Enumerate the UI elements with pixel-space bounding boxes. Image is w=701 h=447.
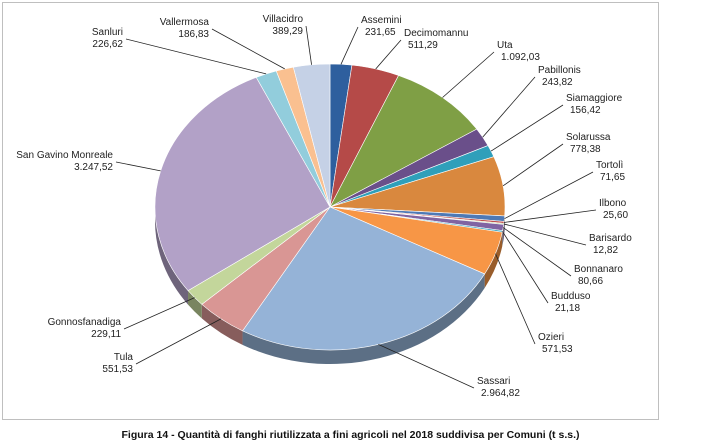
leader-line-14 — [123, 297, 195, 330]
slice-name-label: Sassari — [477, 376, 510, 387]
leader-line-4 — [490, 104, 564, 152]
leader-line-11 — [495, 253, 536, 345]
slice-name-label: Decimomannu — [404, 28, 468, 39]
slice-value-label: 231,65 — [365, 27, 396, 38]
slice-value-label: 80,66 — [578, 276, 603, 287]
leader-line-6 — [504, 171, 594, 220]
slice-value-label: 3.247,52 — [74, 162, 113, 173]
slice-name-label: Pabillonis — [538, 65, 581, 76]
leader-lines — [115, 25, 597, 389]
pie-slices — [154, 63, 506, 351]
slice-name-label: Budduso — [551, 291, 591, 302]
slice-12 — [242, 206, 486, 351]
leader-line-7 — [503, 209, 597, 223]
slice-name-label: Ilbono — [599, 198, 627, 209]
leader-line-17 — [211, 28, 285, 70]
slice-side-14 — [188, 290, 202, 319]
slice-value-label: 551,53 — [102, 364, 133, 375]
leader-line-16 — [125, 38, 267, 75]
slice-name-label: Villacidro — [263, 14, 304, 25]
slice-value-label: 1.092,03 — [501, 52, 540, 63]
leader-line-3 — [482, 76, 536, 138]
slice-value-label: 229,11 — [91, 329, 121, 340]
leader-line-10 — [502, 231, 549, 304]
slice-value-label: 186,83 — [178, 29, 209, 40]
chart-frame: Assemini 231,65 Decimomannu 511,29 Uta 1.092,… — [2, 2, 659, 420]
slice-value-label: 25,60 — [603, 210, 628, 221]
figure-caption: Figura 14 - Quantità di fanghi riutilizz… — [121, 429, 580, 441]
slice-value-label: 778,38 — [570, 144, 601, 155]
leader-line-18 — [305, 25, 312, 65]
slice-value-label: 12,82 — [593, 245, 618, 256]
slice-value-label: 389,29 — [272, 26, 303, 37]
slice-name-label: San Gavino Monreale — [16, 150, 113, 161]
slice-value-label: 243,82 — [542, 77, 573, 88]
slice-name-label: Tortolì — [596, 160, 623, 171]
leader-line-8 — [503, 223, 587, 246]
slice-18 — [292, 63, 331, 208]
leader-line-13 — [135, 318, 222, 365]
slice-value-label: 71,65 — [600, 172, 625, 183]
slice-name-label: Vallermosa — [160, 17, 210, 28]
slice-2 — [329, 75, 478, 208]
slice-side-12 — [242, 273, 485, 364]
slice-value-label: 511,29 — [408, 40, 438, 51]
slice-name-label: Assemini — [361, 15, 402, 26]
slice-side-13 — [201, 304, 243, 345]
slice-side-11 — [484, 232, 503, 288]
leader-line-12 — [378, 344, 475, 389]
slice-name-label: Barisardo — [589, 233, 632, 244]
slice-value-label: 2.964,82 — [481, 388, 520, 399]
slice-name-label: Siamaggiore — [566, 93, 623, 104]
slice-side-15 — [155, 207, 189, 305]
slice-value-label: 21,18 — [555, 303, 580, 314]
leader-line-2 — [442, 51, 495, 98]
leader-line-5 — [502, 143, 564, 187]
slice-name-label: Solarussa — [566, 132, 611, 143]
slice-name-label: Sanluri — [92, 27, 123, 38]
slice-name-label: Tula — [114, 352, 134, 363]
slice-name-label: Ozieri — [538, 332, 564, 343]
slice-name-label: Gonnosfanadiga — [48, 317, 122, 328]
leader-line-15 — [115, 161, 161, 172]
slice-value-label: 226,62 — [92, 39, 123, 50]
leader-line-9 — [502, 227, 572, 277]
leader-line-1 — [375, 39, 402, 70]
slice-name-label: Uta — [497, 40, 513, 51]
slice-value-label: 156,42 — [570, 105, 601, 116]
slice-value-label: 571,53 — [542, 344, 573, 355]
slice-name-label: Bonnanaro — [574, 264, 623, 275]
leader-line-0 — [340, 26, 359, 65]
pie-depth — [155, 207, 505, 364]
